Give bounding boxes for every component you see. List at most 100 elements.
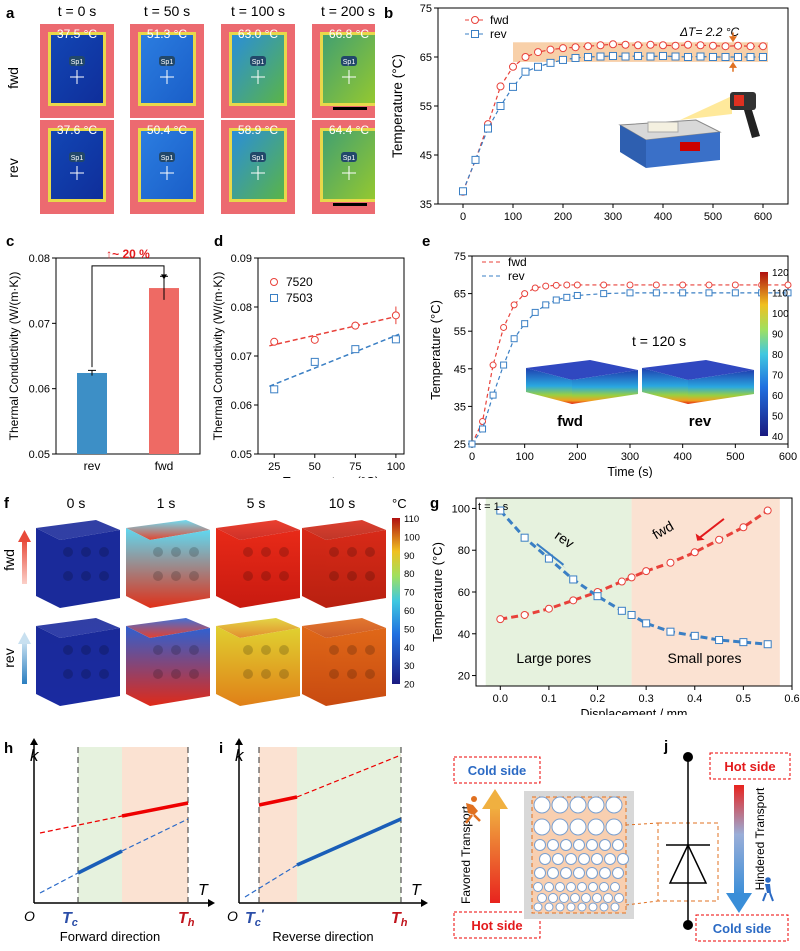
j-pore-39: [537, 893, 547, 903]
b-point-rev-6: [534, 62, 542, 71]
b-point-rev-14: [634, 52, 642, 61]
f-time-1: 1 s: [157, 495, 176, 511]
j-diode-bottom-terminal: [683, 920, 693, 930]
f-cube-top-rev-0: [36, 618, 120, 638]
g-point-fwd-11: [739, 523, 748, 532]
d-ytick-label-0: 0.05: [231, 449, 252, 461]
spot-label-fwd-3: Sp1: [343, 59, 356, 66]
d-xtick-label-3: 100: [387, 461, 405, 473]
panel-j: j Cold side Hot side Hot side Cold side …: [430, 735, 800, 946]
thermal-core-fwd-2: [232, 35, 284, 103]
f-cube-top-rev-2: [216, 618, 300, 638]
f-time-0: 0 s: [67, 495, 86, 511]
g-point-fwd-10: [715, 535, 724, 544]
spot-badge-fwd-1: [159, 56, 175, 66]
f-pore-fwd-2-3: [243, 571, 253, 581]
b-point-fwd-8: [559, 44, 567, 53]
j-hot-top-box: [709, 752, 791, 780]
panel-h: h k T O Tc Th Forward direction: [0, 735, 215, 946]
h-th-label: Th: [178, 910, 195, 929]
d-ylabel: Thermal Conductivity (W/(m·K)): [211, 272, 225, 441]
chart-g: g 0.0 0.1 0.2 0.3 0.4 0.5 0.6 20 40 60 80 100 Displa…: [430, 495, 800, 721]
panel-a: a t = 0 s t = 50 s t = 100 s t = 200 s f…: [0, 0, 386, 225]
i-orange-region: [259, 747, 297, 903]
h-red-solid: [121, 801, 189, 818]
f-time-3: 10 s: [329, 495, 355, 511]
b-point-fwd-6: [534, 48, 542, 57]
j-pore-28: [586, 867, 598, 879]
e-point-rev-1: [479, 425, 487, 433]
f-colorbar-tick-1: 100: [404, 532, 420, 543]
f-colorbar-tick-6: 50: [404, 624, 415, 635]
b-ytick-label-4: 75: [420, 3, 432, 15]
e-xtick-label-3: 300: [621, 451, 639, 463]
j-pore-37: [599, 882, 609, 892]
j-pore-35: [577, 882, 587, 892]
j-hindered-arrow-shaft: [734, 785, 744, 895]
panel-g: g 0.0 0.1 0.2 0.3 0.4 0.5 0.6 20 40 60 80 100 Displa…: [430, 490, 800, 721]
b-line-fwd: [462, 43, 763, 192]
f-pore-rev-2-4: [261, 669, 271, 679]
b-legend-marker-rev: [471, 30, 479, 38]
panel-h-svg: h k T O Tc Th Forward direction: [4, 738, 215, 944]
e-ytick-label-2: 45: [454, 364, 466, 376]
j-pore-42: [570, 893, 580, 903]
thermal-temp-fwd-3: 66.8 °C: [329, 27, 369, 41]
e-colorbar-tick-2: 100: [772, 309, 789, 320]
f-pore-fwd-3-2: [365, 547, 375, 557]
e-point-rev-3: [500, 361, 508, 369]
f-pore-fwd-2-5: [279, 571, 289, 581]
c-bar-rev: [77, 372, 107, 454]
c-xtick-fwd: fwd: [155, 459, 174, 473]
j-pore-48: [544, 902, 554, 912]
j-pore-1: [551, 796, 569, 814]
g-fwd-arrow: [699, 518, 725, 539]
g-fwd-arrow-head: [695, 533, 705, 541]
j-pore-11: [547, 839, 559, 851]
e-ytick-label-4: 65: [454, 289, 466, 301]
f-pore-rev-1-2: [189, 645, 199, 655]
panel-f: f 0 s 1 s 5 s 10 s fwd rev °C 110 100 90 80 70 60 50 4…: [0, 490, 430, 715]
j-pore-7: [569, 818, 587, 836]
h-k-label: k: [30, 746, 40, 765]
i-red-dashed: [296, 754, 402, 798]
f-cube-front-fwd-1: [150, 530, 210, 608]
d-legend-marker-7520: [270, 278, 278, 286]
i-th-main: T: [391, 910, 402, 927]
j-diode-top-terminal: [683, 752, 693, 762]
b-line-rev: [462, 55, 763, 192]
h-tc-sub: c: [72, 917, 78, 929]
d-point-7503-1: [310, 357, 319, 366]
j-pore-43: [581, 893, 591, 903]
c-bar-fwd: [149, 288, 179, 454]
h-green-region: [78, 747, 122, 903]
crosshair-icon-rev-0: [70, 166, 84, 180]
b-point-fwd-16: [659, 41, 667, 50]
panel-letter-f: f: [4, 495, 10, 512]
i-tc-prime: ′: [261, 907, 265, 921]
j-pore-50: [566, 902, 576, 912]
f-colorbar-tick-4: 70: [404, 588, 415, 599]
j-pore-27: [573, 867, 585, 879]
crosshair-icon-fwd-2: [251, 70, 265, 84]
h-blue-solid: [77, 849, 123, 875]
e-point-rev-5: [521, 320, 529, 328]
g-xlabel: Displacement / mm: [581, 707, 688, 715]
panel-letter-b: b: [384, 5, 393, 22]
j-pore-19: [565, 853, 577, 865]
j-pore-18: [552, 853, 564, 865]
e-point-rev-2: [489, 391, 497, 399]
spot-badge-fwd-2: [250, 56, 266, 66]
panel-letter-a: a: [6, 5, 15, 22]
f-pore-rev-2-5: [279, 669, 289, 679]
e-point-fwd-5: [521, 290, 529, 298]
d-legend-marker-7503: [270, 294, 278, 302]
g-point-fwd-0: [496, 615, 505, 624]
g-point-rev-0: [496, 506, 505, 515]
i-th-sub: h: [401, 917, 408, 929]
e-xtick-label-2: 200: [568, 451, 586, 463]
b-delta-arrow-down: [729, 36, 737, 43]
e-colorbar-tick-4: 80: [772, 350, 784, 361]
g-large-pore-region: [485, 498, 632, 686]
i-tc-label: Tc′: [245, 907, 265, 929]
